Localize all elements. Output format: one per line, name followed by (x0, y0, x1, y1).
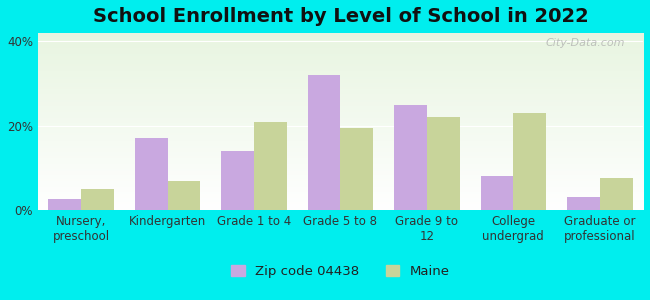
Bar (135, 138, 168, 210)
Bar (567, 197, 600, 210)
Bar (600, 178, 632, 210)
Bar (48, 200, 81, 210)
Bar (480, 176, 514, 210)
Title: School Enrollment by Level of School in 2022: School Enrollment by Level of School in … (92, 7, 588, 26)
Legend: Zip code 04438, Maine: Zip code 04438, Maine (226, 260, 455, 283)
Bar (514, 113, 546, 210)
Bar (254, 122, 287, 210)
Bar (341, 128, 373, 210)
Bar (307, 75, 341, 210)
Bar (221, 151, 254, 210)
Bar (427, 117, 460, 210)
Bar (81, 189, 114, 210)
Text: City-Data.com: City-Data.com (545, 38, 625, 48)
Bar (394, 105, 427, 210)
Bar (168, 181, 200, 210)
